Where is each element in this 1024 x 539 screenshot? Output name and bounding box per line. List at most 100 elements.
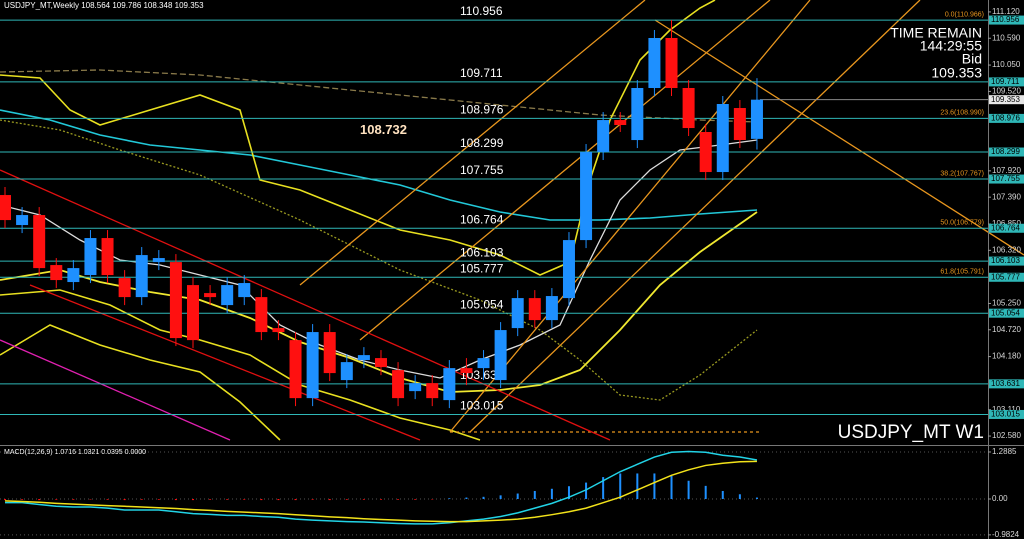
- candle-body: [443, 368, 456, 401]
- level-axis-label: 108.299: [991, 147, 1020, 156]
- candle-body: [272, 328, 285, 333]
- histogram-bar: [89, 499, 92, 500]
- candle-body: [221, 285, 234, 306]
- histogram-bar: [448, 498, 451, 500]
- candle-body: [409, 383, 422, 392]
- candle-body: [152, 258, 165, 263]
- histogram-bar: [636, 473, 639, 500]
- candle-body: [33, 215, 46, 269]
- lower-band-2: [0, 289, 481, 441]
- candle-body: [750, 99, 763, 139]
- channel-line: [469, 0, 921, 433]
- candle-body: [392, 370, 405, 399]
- candle-body: [699, 132, 712, 173]
- histogram-bar: [397, 499, 400, 500]
- histogram-bar: [174, 499, 177, 501]
- y-tick-label: 110.050: [992, 60, 1021, 69]
- fib-label: 61.8(105.791): [940, 268, 984, 275]
- candle-body: [477, 358, 490, 369]
- histogram-bar: [140, 499, 143, 500]
- y-tick-label: 102.580: [992, 431, 1021, 440]
- histogram-bar: [311, 499, 314, 500]
- histogram-bar: [602, 477, 605, 500]
- candle-body: [580, 152, 593, 241]
- y-tick-label: 105.250: [992, 299, 1021, 308]
- level-axis-label: 107.755: [991, 174, 1020, 183]
- histogram-bar: [328, 499, 331, 501]
- candle-body: [118, 278, 131, 298]
- level-axis-label: 106.764: [991, 223, 1020, 232]
- candle-body: [323, 332, 336, 374]
- candle-body: [101, 238, 114, 276]
- histogram-bar: [585, 482, 588, 500]
- histogram-bar: [755, 497, 758, 500]
- level-axis-label: 108.976: [991, 114, 1020, 123]
- histogram-bar: [38, 499, 41, 501]
- histogram-bar: [191, 499, 194, 501]
- y-tick-label: 110.590: [992, 33, 1021, 42]
- level-label: 106.103: [460, 245, 504, 259]
- bid-value: 109.353: [931, 65, 982, 81]
- histogram-bar: [653, 473, 656, 500]
- level-axis-label: 105.054: [991, 308, 1020, 317]
- y-tick-label: 106.320: [992, 245, 1021, 254]
- signal-line: [4, 460, 757, 523]
- channel-line: [359, 0, 771, 341]
- histogram-bar: [21, 499, 24, 500]
- y-tick-label: 1.2885: [992, 447, 1017, 456]
- histogram-bar: [72, 499, 75, 500]
- y-tick-label: 103.110: [992, 405, 1021, 414]
- candle-body: [614, 120, 627, 126]
- histogram-bar: [123, 499, 126, 501]
- histogram-bar: [260, 499, 263, 501]
- histogram-bar: [465, 497, 468, 500]
- histogram-bar: [567, 486, 570, 500]
- level-axis-box: [989, 15, 1024, 25]
- histogram-bar: [516, 493, 519, 500]
- candle-body: [716, 103, 729, 173]
- histogram-bar: [277, 499, 280, 501]
- histogram-bar: [738, 494, 741, 500]
- histogram-bar: [670, 476, 673, 500]
- level-label: 105.054: [460, 297, 504, 311]
- level-axis-box: [989, 113, 1024, 123]
- fib-label: 23.6(108.990): [940, 110, 984, 117]
- histogram-bar: [499, 495, 502, 500]
- candle-body: [545, 296, 558, 321]
- level-label: 103.015: [460, 399, 504, 413]
- upper-band: [0, 0, 716, 276]
- y-tick-label: 104.180: [992, 352, 1021, 361]
- candle-body: [631, 88, 644, 141]
- histogram-bar: [704, 485, 707, 500]
- candle-body: [494, 330, 507, 381]
- histogram-bar: [4, 499, 6, 501]
- trend-line: [654, 19, 1024, 256]
- channel-line: [449, 0, 811, 433]
- histogram-bar: [414, 499, 417, 500]
- candle-body: [340, 362, 353, 381]
- y-tick-label: 107.920: [992, 166, 1021, 175]
- fib-label: 0.0(110.966): [945, 11, 984, 18]
- fib-label: 38.2(107.767): [940, 170, 984, 177]
- level-axis-label: 105.777: [991, 272, 1020, 281]
- candle-body: [528, 298, 541, 321]
- histogram-bar: [226, 499, 229, 500]
- fib-label: 50.0(106.779): [940, 219, 984, 226]
- candle-body: [733, 108, 746, 141]
- level-label: 108.976: [460, 103, 504, 117]
- candle-body: [67, 268, 80, 283]
- histogram-bar: [243, 499, 246, 500]
- y-tick-label: 0.00: [992, 494, 1008, 503]
- y-tick-label: 104.720: [992, 325, 1021, 334]
- histogram-bar: [379, 499, 382, 500]
- candle-body: [50, 265, 63, 281]
- level-label: 108.299: [460, 136, 504, 150]
- magenta-line: [0, 339, 231, 441]
- candle-body: [597, 120, 610, 153]
- candle-body: [204, 293, 217, 298]
- bid-label: Bid: [962, 51, 982, 67]
- histogram-bar: [106, 499, 109, 500]
